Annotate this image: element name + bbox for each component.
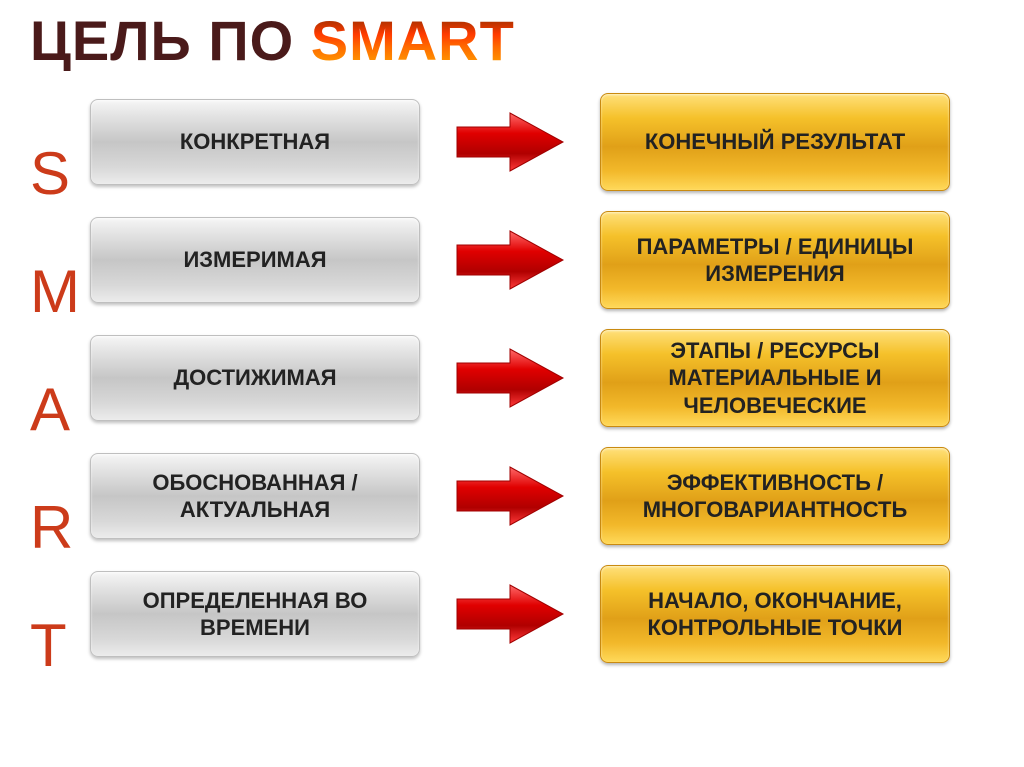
- arrow-t: [420, 583, 600, 645]
- gold-label: НАЧАЛО, ОКОНЧАНИЕ, КОНТРОЛЬНЫЕ ТОЧКИ: [613, 587, 937, 642]
- title-part2: SMART: [311, 9, 515, 72]
- arrow-m: [420, 229, 600, 291]
- silver-label: ОБОСНОВАННАЯ / АКТУАЛЬНАЯ: [103, 469, 407, 524]
- silver-label: ИЗМЕРИМАЯ: [183, 246, 326, 274]
- arrow-icon: [455, 583, 565, 645]
- row-r: R ОБОСНОВАННАЯ / АКТУАЛЬНАЯ ЭФФЕКТИВНОСТ…: [30, 437, 1024, 555]
- arrow-icon: [455, 229, 565, 291]
- silver-label: ОПРЕДЕЛЕННАЯ ВО ВРЕМЕНИ: [103, 587, 407, 642]
- gold-label: ПАРАМЕТРЫ / ЕДИНИЦЫ ИЗМЕРЕНИЯ: [613, 233, 937, 288]
- page-title-wrap: ЦЕЛЬ ПО SMART: [0, 0, 1024, 73]
- silver-box-s: КОНКРЕТНАЯ: [90, 99, 420, 185]
- smart-grid: S КОНКРЕТНАЯ КОНЕЧНЫЙ РЕЗУЛЬТАТ M ИЗМЕРИ…: [0, 83, 1024, 673]
- letter-t: T: [30, 616, 90, 676]
- letter-a: A: [30, 380, 90, 440]
- row-a: A ДОСТИЖИМАЯ ЭТАПЫ / РЕСУРСЫ МАТЕРИАЛЬНЫ…: [30, 319, 1024, 437]
- silver-label: КОНКРЕТНАЯ: [180, 128, 330, 156]
- arrow-icon: [455, 347, 565, 409]
- row-m: M ИЗМЕРИМАЯ ПАРАМЕТРЫ / ЕДИНИЦЫ ИЗМЕРЕНИ…: [30, 201, 1024, 319]
- gold-box-a: ЭТАПЫ / РЕСУРСЫ МАТЕРИАЛЬНЫЕ И ЧЕЛОВЕЧЕС…: [600, 329, 950, 427]
- gold-box-r: ЭФФЕКТИВНОСТЬ / МНОГОВАРИАНТНОСТЬ: [600, 447, 950, 545]
- silver-box-m: ИЗМЕРИМАЯ: [90, 217, 420, 303]
- arrow-icon: [455, 111, 565, 173]
- arrow-icon: [455, 465, 565, 527]
- silver-label: ДОСТИЖИМАЯ: [173, 364, 336, 392]
- letter-s: S: [30, 144, 90, 204]
- row-s: S КОНКРЕТНАЯ КОНЕЧНЫЙ РЕЗУЛЬТАТ: [30, 83, 1024, 201]
- arrow-r: [420, 465, 600, 527]
- arrow-a: [420, 347, 600, 409]
- arrow-s: [420, 111, 600, 173]
- letter-m: M: [30, 262, 90, 322]
- silver-box-r: ОБОСНОВАННАЯ / АКТУАЛЬНАЯ: [90, 453, 420, 539]
- gold-box-s: КОНЕЧНЫЙ РЕЗУЛЬТАТ: [600, 93, 950, 191]
- gold-label: ЭФФЕКТИВНОСТЬ / МНОГОВАРИАНТНОСТЬ: [613, 469, 937, 524]
- gold-label: ЭТАПЫ / РЕСУРСЫ МАТЕРИАЛЬНЫЕ И ЧЕЛОВЕЧЕС…: [613, 337, 937, 420]
- row-t: T ОПРЕДЕЛЕННАЯ ВО ВРЕМЕНИ НАЧАЛО, ОКОНЧА…: [30, 555, 1024, 673]
- title-part1: ЦЕЛЬ ПО: [30, 9, 311, 72]
- silver-box-a: ДОСТИЖИМАЯ: [90, 335, 420, 421]
- letter-r: R: [30, 498, 90, 558]
- silver-box-t: ОПРЕДЕЛЕННАЯ ВО ВРЕМЕНИ: [90, 571, 420, 657]
- gold-label: КОНЕЧНЫЙ РЕЗУЛЬТАТ: [645, 128, 905, 156]
- page-title: ЦЕЛЬ ПО SMART: [30, 8, 1024, 73]
- gold-box-t: НАЧАЛО, ОКОНЧАНИЕ, КОНТРОЛЬНЫЕ ТОЧКИ: [600, 565, 950, 663]
- gold-box-m: ПАРАМЕТРЫ / ЕДИНИЦЫ ИЗМЕРЕНИЯ: [600, 211, 950, 309]
